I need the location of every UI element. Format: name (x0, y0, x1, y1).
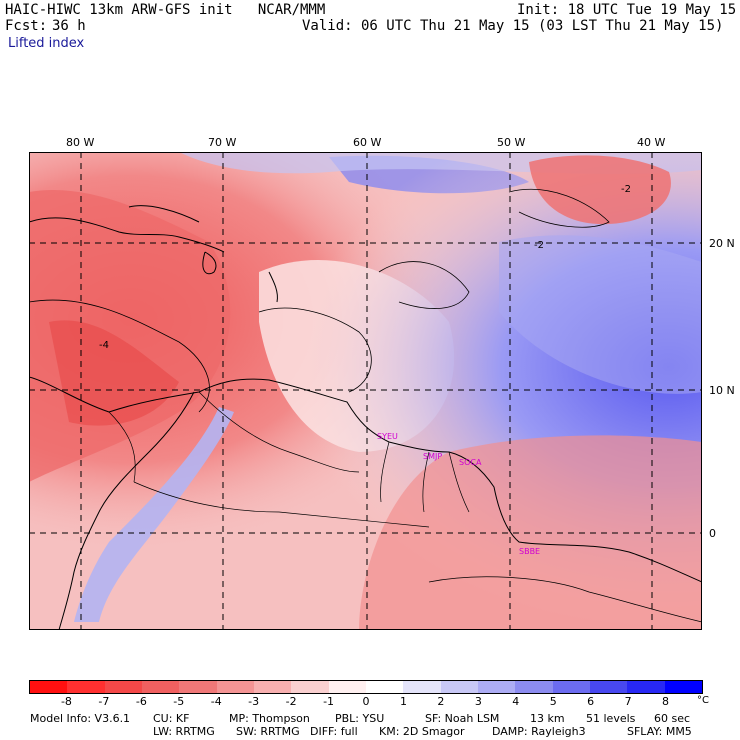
colorbar-tick-label: 0 (362, 695, 370, 708)
colorbar-swatch (67, 681, 105, 693)
lon-label-80w: 80 W (66, 136, 95, 149)
colorbar-tick-label: 5 (549, 695, 557, 708)
lon-label-70w: 70 W (208, 136, 237, 149)
colorbar-swatch (216, 681, 254, 693)
footer-sflay: SFLAY: MM5 (627, 725, 692, 738)
colorbar-swatch (141, 681, 180, 693)
colorbar-tick-label: -4 (210, 695, 222, 708)
lon-label-50w: 50 W (497, 136, 526, 149)
colorbar (29, 680, 703, 694)
footer-diff: DIFF: full (310, 725, 358, 738)
field-red-southeast (359, 435, 702, 630)
lifted-index-map: -2 -4 -2 SYEU SMJP SOCA SBBE (29, 152, 702, 630)
colorbar-swatch (403, 681, 441, 693)
footer-sf: SF: Noah LSM (425, 712, 500, 725)
colorbar-unit: °C (697, 695, 709, 706)
contour-label-west: -4 (99, 340, 109, 351)
graticule (29, 152, 702, 630)
station-smjp: SMJP (423, 452, 442, 461)
forecast-label: Fcst: (5, 18, 48, 34)
footer-mp: MP: Thompson (229, 712, 310, 725)
colorbar-tick-label: -5 (173, 695, 185, 708)
colorbar-tick-label: -3 (248, 695, 260, 708)
colorbar-swatch (552, 681, 590, 693)
colorbar-tick-label: 8 (662, 695, 670, 708)
footer-damp: DAMP: Rayleigh3 (492, 725, 586, 738)
valid-time: Valid: 06 UTC Thu 21 May 15 (03 LST Thu … (302, 18, 724, 34)
field-blue-east-core (499, 235, 702, 394)
colorbar-tick-label: 2 (437, 695, 445, 708)
colorbar-tick-label: -8 (60, 695, 72, 708)
colorbar-swatch (365, 681, 404, 693)
footer-model-info: Model Info: V3.6.1 (30, 712, 131, 725)
lat-label-equator: 0 (709, 527, 716, 540)
colorbar-swatch (179, 681, 217, 693)
footer-lw: LW: RRTMG (153, 725, 215, 738)
stations: SYEU SMJP SOCA SBBE (377, 432, 540, 556)
field-name: Lifted index (8, 36, 85, 51)
colorbar-tick-label: -6 (135, 695, 147, 708)
footer-km: KM: 2D Smagor (379, 725, 465, 738)
contour-label-ne: -2 (621, 184, 631, 195)
colorbar-swatch (515, 681, 553, 693)
colorbar-tick-label: 6 (587, 695, 595, 708)
colorbar-swatch (627, 681, 665, 693)
station-soca: SOCA (459, 458, 482, 467)
lon-label-60w: 60 W (353, 136, 382, 149)
field-blue-andes (74, 407, 234, 622)
lat-label-10n: 10 N (709, 384, 735, 397)
footer-pbl: PBL: YSU (335, 712, 385, 725)
field-red-northeast (529, 155, 671, 225)
colorbar-swatch (589, 681, 628, 693)
footer-levels: 51 levels (586, 712, 636, 725)
colorbar-swatch (328, 681, 366, 693)
footer-sw: SW: RRTMG (236, 725, 300, 738)
colorbar-tick-label: -2 (285, 695, 297, 708)
colorbar-swatch (664, 681, 702, 693)
lon-label-40w: 40 W (637, 136, 666, 149)
colorbar-swatch (30, 681, 68, 693)
colorbar-ticks: -8 -7 -6 -5 -4 -3 -2 -1 0 1 2 3 4 5 6 7 8 (29, 695, 703, 709)
colorbar-tick-label: 4 (512, 695, 520, 708)
colorbar-swatch (440, 681, 478, 693)
colorbar-tick-label: -7 (98, 695, 110, 708)
lifted-index-contours (29, 188, 702, 623)
colorbar-swatch (477, 681, 516, 693)
init-time: Init: 18 UTC Tue 19 May 15 (517, 2, 737, 18)
colorbar-swatch (291, 681, 329, 693)
contour-label-east: -2 (534, 240, 544, 251)
colorbar-tick-label: 3 (474, 695, 482, 708)
station-sbbe: SBBE (519, 547, 540, 556)
colorbar-tick-label: 1 (399, 695, 407, 708)
footer-cu: CU: KF (153, 712, 190, 725)
lat-label-20n: 20 N (709, 237, 735, 250)
coastlines (29, 205, 702, 630)
station-syeu: SYEU (377, 432, 398, 441)
colorbar-swatch (104, 681, 142, 693)
forecast-hour: 36 h (52, 18, 86, 34)
borders (108, 391, 470, 528)
map-frame (29, 152, 702, 630)
colorbar-tick-label: 7 (624, 695, 632, 708)
footer-timestep: 60 sec (654, 712, 691, 725)
footer-resolution: 13 km (530, 712, 565, 725)
map-title: HAIC-HIWC 13km ARW-GFS init NCAR/MMM (5, 2, 326, 18)
colorbar-swatch (253, 681, 292, 693)
colorbar-tick-label: -1 (323, 695, 335, 708)
